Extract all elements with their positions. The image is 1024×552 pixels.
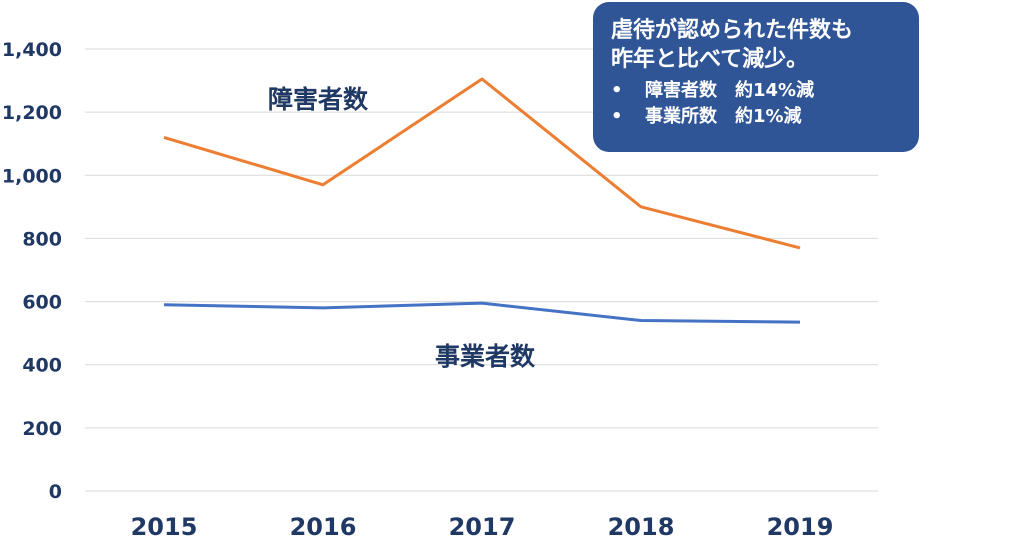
callout-title-line1: 虐待が認められた件数も (611, 18, 854, 43)
x-tick-label: 2015 (131, 513, 198, 541)
x-axis-ticks: 2015 2016 2017 2018 2019 (131, 513, 834, 541)
series-lines (163, 77, 801, 324)
bullet-marker: • (611, 80, 623, 101)
y-tick-label: 800 (22, 228, 62, 250)
bullet-marker: • (611, 106, 623, 127)
callout-bullet-item: • 事業所数 約1%減 (611, 104, 905, 130)
x-tick-label: 2016 (290, 513, 357, 541)
callout-box: 虐待が認められた件数も 昨年と比べて減少。 • 障害者数 約14%減 • 事業所… (593, 2, 919, 152)
y-tick-label: 1,200 (2, 102, 62, 124)
y-tick-label: 200 (22, 418, 62, 440)
y-tick-label: 1,000 (2, 165, 62, 187)
callout-bullet-list: • 障害者数 約14%減 • 事業所数 約1%減 (611, 78, 905, 130)
callout-bullet-text: 事業所数 約1%減 (645, 106, 802, 127)
x-tick-label: 2017 (449, 513, 516, 541)
y-tick-label: 1,400 (2, 39, 62, 61)
y-tick-label: 400 (22, 355, 62, 377)
callout-bullet-item: • 障害者数 約14%減 (611, 78, 905, 104)
callout-title-line2: 昨年と比べて減少。 (611, 47, 809, 72)
gridlines (85, 48, 878, 492)
series-label-businesses: 事業者数 (435, 342, 536, 371)
series-line-disabled-persons (163, 77, 801, 250)
x-tick-label: 2018 (608, 513, 675, 541)
y-tick-label: 0 (49, 481, 62, 503)
callout-bullet-text: 障害者数 約14%減 (645, 80, 815, 101)
y-axis-ticks: 0 200 400 600 800 1,000 1,200 1,400 (2, 39, 62, 503)
x-tick-label: 2019 (767, 513, 834, 541)
series-line-businesses (163, 301, 801, 324)
y-tick-label: 600 (22, 292, 62, 314)
series-label-disabled-persons: 障害者数 (268, 85, 369, 114)
